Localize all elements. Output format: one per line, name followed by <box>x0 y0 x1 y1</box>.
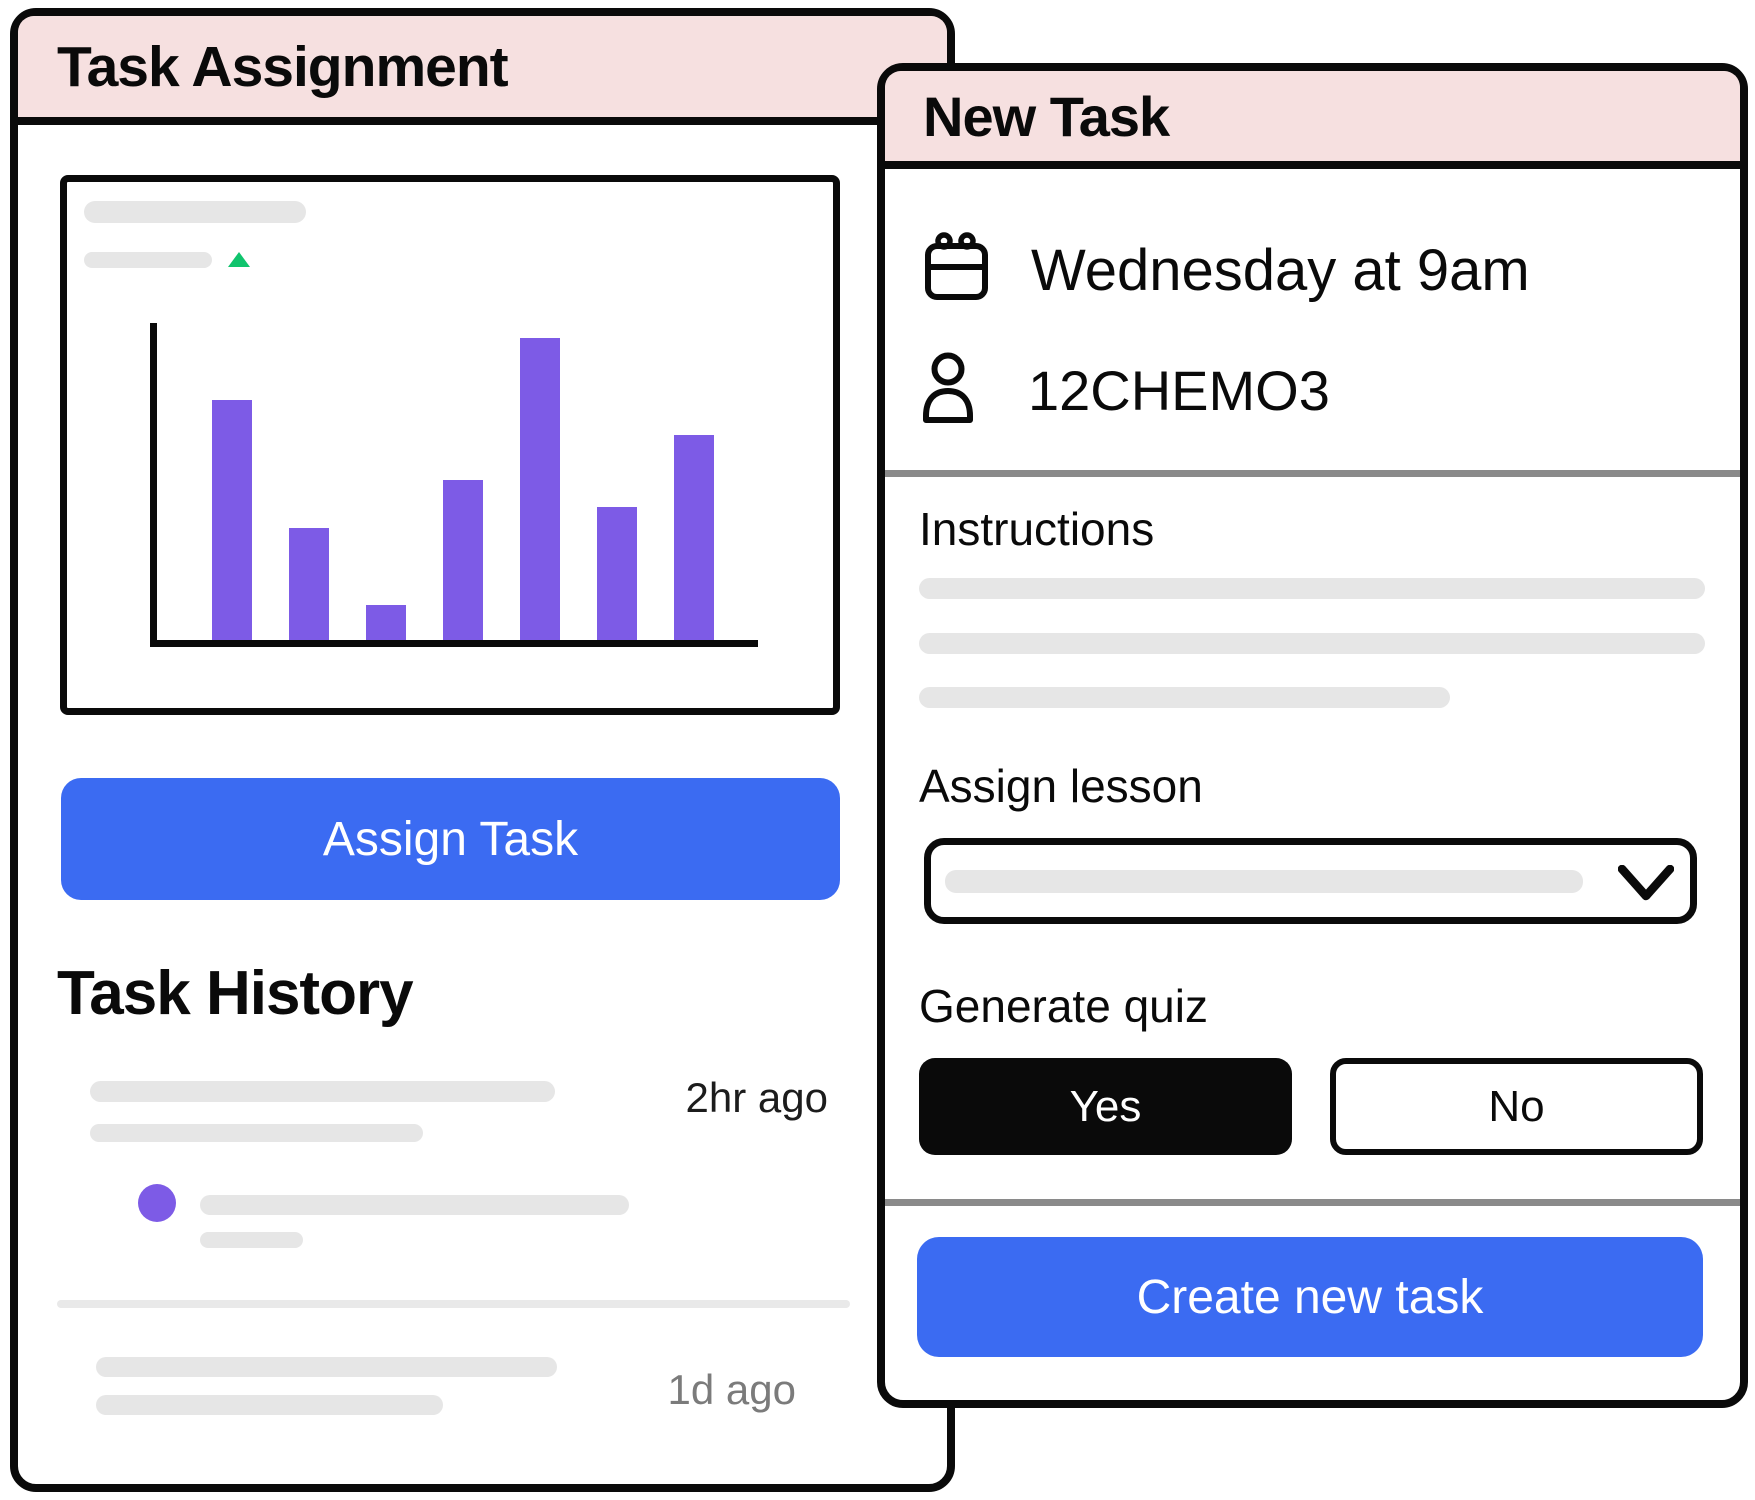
instructions-skeleton-line[interactable] <box>919 578 1705 599</box>
assign-task-label: Assign Task <box>322 812 579 866</box>
lesson-dropdown[interactable] <box>924 838 1697 924</box>
create-new-task-label: Create new task <box>1136 1270 1484 1324</box>
person-icon <box>923 352 980 423</box>
calendar-icon <box>923 232 990 303</box>
triangle-up-icon <box>228 252 250 267</box>
create-new-task-button[interactable]: Create new task <box>917 1237 1703 1357</box>
chart-bar <box>289 528 329 640</box>
skeleton-line <box>200 1232 303 1248</box>
timestamp: 1d ago <box>667 1366 796 1413</box>
chart-title-skeleton <box>84 201 306 223</box>
assign-task-button[interactable]: Assign Task <box>61 778 840 900</box>
assign-lesson-label: Assign lesson <box>919 760 1203 812</box>
task-assignment-window: Task Assignment Assign Task Task History… <box>10 8 955 1492</box>
chart-bar <box>366 605 406 640</box>
new-task-header: New Task <box>885 71 1740 169</box>
section-divider <box>885 470 1740 477</box>
quiz-no-label: No <box>1488 1081 1545 1131</box>
instructions-skeleton-line[interactable] <box>919 633 1705 654</box>
generate-quiz-label: Generate quiz <box>919 980 1208 1032</box>
chart-bar <box>443 480 483 640</box>
timestamp: 2hr ago <box>685 1074 828 1121</box>
skeleton-line <box>96 1357 557 1377</box>
chart-subtitle-skeleton <box>84 252 212 268</box>
new-task-window: New Task Wednesday at 9am 12CHEMO3 Instr… <box>877 63 1748 1408</box>
instructions-label: Instructions <box>919 503 1155 555</box>
skeleton-line <box>96 1395 443 1415</box>
chart-bar <box>674 435 714 640</box>
skeleton-line <box>90 1081 555 1102</box>
quiz-yes-button[interactable]: Yes <box>919 1058 1292 1155</box>
class-code-value[interactable]: 12CHEMO3 <box>1028 359 1330 422</box>
chevron-down-icon <box>1618 865 1674 903</box>
task-history-heading: Task History <box>57 959 414 1028</box>
instructions-skeleton-line[interactable] <box>919 687 1450 708</box>
skeleton-line <box>90 1124 423 1142</box>
quiz-no-button[interactable]: No <box>1330 1058 1703 1155</box>
schedule-value[interactable]: Wednesday at 9am <box>1031 238 1530 303</box>
chart-bar <box>212 400 252 640</box>
chart-bar <box>520 338 560 640</box>
chart-card <box>60 175 840 715</box>
chart-bar <box>597 507 637 640</box>
quiz-yes-label: Yes <box>1069 1081 1142 1131</box>
task-assignment-header: Task Assignment <box>18 16 947 125</box>
skeleton-line <box>200 1195 629 1215</box>
dropdown-value-skeleton <box>945 870 1583 893</box>
dialog-title: New Task <box>923 84 1170 148</box>
page-title: Task Assignment <box>57 34 509 99</box>
purple-dot-icon <box>138 1184 176 1222</box>
history-divider <box>57 1300 850 1308</box>
bar-chart-plot <box>150 323 758 647</box>
section-divider <box>885 1199 1740 1206</box>
